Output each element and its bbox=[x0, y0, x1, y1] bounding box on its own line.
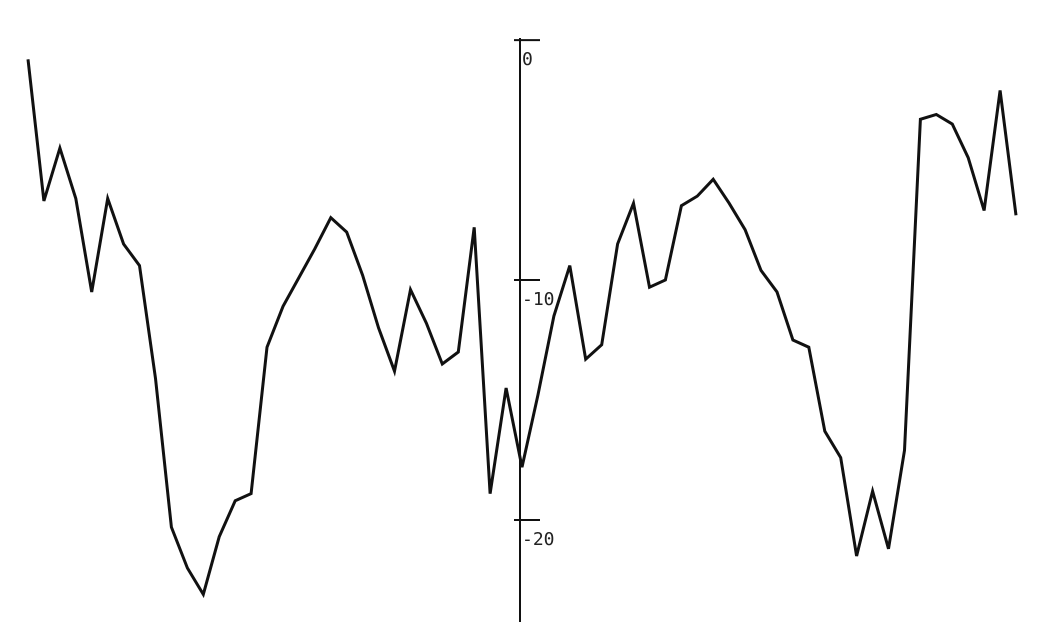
data-line bbox=[26, 59, 1018, 599]
y-tick-label: -10 bbox=[522, 289, 555, 310]
y-tick-label: 0 bbox=[522, 49, 533, 70]
y-tick-label: -20 bbox=[522, 529, 555, 550]
